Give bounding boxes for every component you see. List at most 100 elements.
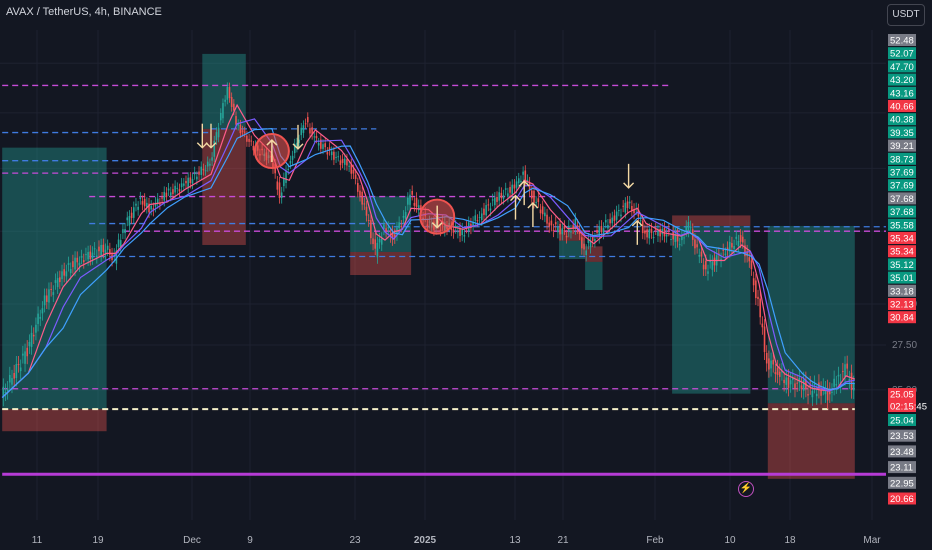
candle-body (644, 230, 646, 234)
candle-body (143, 198, 146, 207)
arrow-head (205, 142, 217, 149)
price-label-badge (888, 298, 916, 310)
candle-body (237, 124, 239, 126)
candle-body (776, 367, 779, 375)
candle-body (135, 203, 137, 206)
candle-body (348, 165, 350, 167)
candle-body (828, 390, 831, 395)
candle-body (507, 193, 509, 197)
price-label-badge (888, 126, 916, 139)
candle-body (487, 204, 490, 206)
candle-body (52, 292, 55, 295)
candle-body (735, 236, 738, 239)
candle-body (631, 205, 633, 211)
candle-body (622, 205, 624, 207)
candle-body (235, 116, 237, 125)
currency-button[interactable]: USDT (887, 4, 925, 26)
candle-body (13, 372, 15, 379)
candle-body (72, 261, 74, 268)
candle-body (330, 151, 333, 156)
candle-body (313, 136, 316, 138)
candle-body (102, 244, 105, 252)
candle-body (130, 212, 133, 218)
arrow-head (292, 143, 304, 150)
candle-body (206, 161, 209, 167)
candle-body (800, 385, 803, 390)
candle-body (93, 248, 96, 250)
candle-body (818, 382, 820, 390)
candle-body (768, 358, 770, 370)
candle-body (407, 197, 409, 205)
candle-body (761, 323, 764, 328)
candle-body (354, 174, 357, 179)
candle-body (328, 147, 331, 151)
candle-body (167, 188, 170, 191)
candle-body (598, 226, 601, 238)
candle-body (672, 231, 674, 240)
candle-body (339, 160, 342, 165)
candle-body (219, 112, 222, 121)
candle-body (180, 183, 183, 188)
candle-body (17, 364, 20, 366)
candle-body (620, 214, 622, 217)
candle-body (98, 246, 100, 252)
price-label-badge (888, 34, 916, 46)
price-label-text: 32.13 (890, 300, 914, 311)
candle-body (796, 382, 798, 384)
candle-body (520, 180, 522, 182)
candle-body (794, 383, 796, 389)
candle-body (454, 225, 457, 228)
candle-body (26, 347, 29, 357)
price-axis: 25.0027.5030.0052.4852.0747.7043.2043.16… (886, 0, 932, 550)
candle-body (417, 205, 420, 211)
time-tick-label: Mar (863, 535, 881, 546)
candle-body (304, 123, 307, 125)
candle-body (835, 384, 838, 386)
candle-body (781, 370, 783, 373)
candle-body (65, 271, 68, 277)
position-box-lower (585, 261, 603, 291)
candle-body (581, 237, 583, 249)
price-label-text: 40.66 (890, 102, 914, 113)
candle-body (502, 195, 505, 199)
time-tick-label: Feb (646, 535, 664, 546)
candle-body (607, 224, 609, 229)
candle-body (415, 197, 418, 207)
candle-body (169, 192, 172, 196)
candle-body (613, 215, 616, 221)
candle-body (202, 168, 205, 171)
candle-body (480, 213, 483, 220)
position-box-upper (559, 229, 586, 241)
candle-body (554, 222, 557, 225)
price-label-badge (888, 476, 916, 489)
candle-body (852, 384, 855, 391)
candle-body (844, 364, 846, 378)
candle-body (478, 217, 481, 219)
candle-body (755, 280, 757, 299)
candle-body (104, 249, 107, 254)
price-label-badge (888, 284, 916, 297)
candle-body (589, 240, 592, 248)
candle-body (591, 237, 594, 241)
candle-body (78, 262, 81, 266)
candle-body (702, 264, 705, 270)
price-label-text: 35.12 (890, 260, 914, 271)
position-box-upper (202, 53, 246, 129)
candle-body (696, 244, 698, 248)
price-label-text: 25.05 (890, 390, 914, 401)
candle-body (322, 144, 324, 149)
candle-body (150, 205, 152, 210)
price-label-badge (888, 311, 916, 324)
candle-body (565, 235, 568, 238)
price-label-text: 02:15:45 (890, 402, 927, 413)
candle-body (246, 135, 248, 142)
candle-body (280, 192, 283, 198)
lightning-icon[interactable]: ⚡ (738, 481, 754, 497)
candle-body (185, 180, 187, 184)
candle-body (69, 269, 72, 274)
candle-body (200, 166, 203, 175)
candle-body (615, 211, 618, 220)
candle-body (676, 233, 679, 242)
candle-body (211, 157, 213, 161)
